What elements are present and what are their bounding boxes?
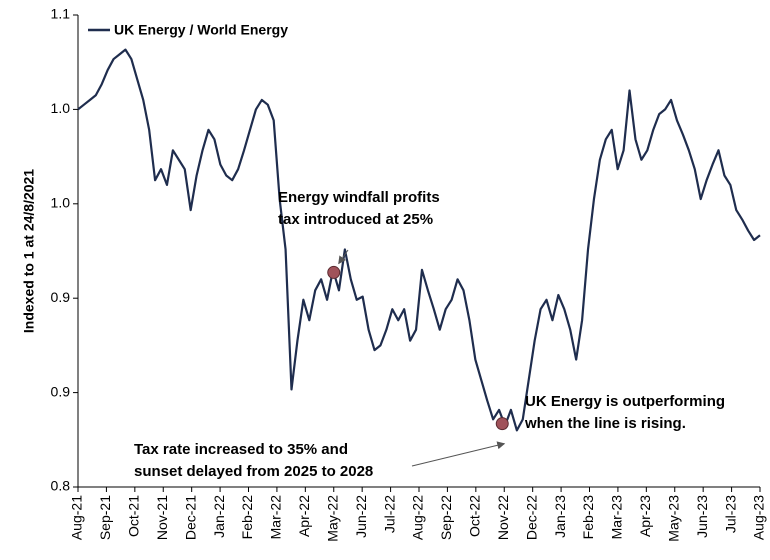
x-tick-label: Jun-22	[353, 495, 369, 538]
x-tick-label: Mar-22	[268, 495, 284, 540]
x-tick-label: May-22	[324, 495, 340, 542]
annotation: tax introduced at 25%	[278, 211, 433, 228]
x-tick-label: Mar-23	[609, 495, 625, 540]
annotation: when the line is rising.	[524, 415, 686, 432]
x-tick-label: Feb-22	[239, 495, 255, 540]
legend-label: UK Energy / World Energy	[114, 22, 288, 38]
x-tick-label: Oct-21	[126, 495, 142, 537]
x-tick-label: Aug-21	[69, 495, 85, 540]
x-tick-label: Jul-22	[381, 495, 397, 533]
x-tick-label: Sep-22	[438, 495, 454, 540]
x-tick-label: Jun-23	[694, 495, 710, 538]
annotation: Tax rate increased to 35% and	[134, 441, 348, 458]
x-tick-label: Jan-23	[552, 495, 568, 538]
x-tick-label: Apr-23	[637, 495, 653, 537]
x-tick-label: Jul-23	[722, 495, 738, 533]
y-tick-label: 1.0	[51, 195, 71, 211]
annotation: sunset delayed from 2025 to 2028	[134, 463, 373, 480]
annotation-marker	[495, 417, 509, 431]
x-tick-label: Aug-22	[410, 495, 426, 540]
annotation: UK Energy is outperforming	[525, 393, 725, 410]
x-tick-label: Aug-23	[751, 495, 767, 540]
x-tick-label: Nov-21	[154, 495, 170, 540]
x-tick-label: Feb-23	[580, 495, 596, 540]
y-tick-label: 0.9	[51, 289, 71, 305]
y-tick-label: 1.1	[51, 6, 71, 22]
x-tick-label: May-23	[665, 495, 681, 542]
annotation-marker	[327, 265, 341, 279]
arrow	[411, 441, 506, 467]
y-tick-label: 0.8	[51, 478, 71, 494]
x-tick-label: Dec-21	[182, 495, 198, 540]
x-tick-label: Oct-22	[467, 495, 483, 537]
arrow	[338, 249, 349, 265]
x-tick-label: Nov-22	[495, 495, 511, 540]
x-tick-label: Apr-22	[296, 495, 312, 537]
y-axis-label: Indexed to 1 at 24/8/2021	[21, 169, 37, 333]
x-tick-label: Sep-21	[97, 495, 113, 540]
x-tick-label: Dec-22	[523, 495, 539, 540]
annotation: Energy windfall profits	[278, 189, 440, 206]
x-tick-label: Jan-22	[211, 495, 227, 538]
data-line	[77, 48, 761, 432]
y-tick-label: 1.0	[51, 100, 71, 116]
y-tick-label: 0.9	[51, 383, 71, 399]
